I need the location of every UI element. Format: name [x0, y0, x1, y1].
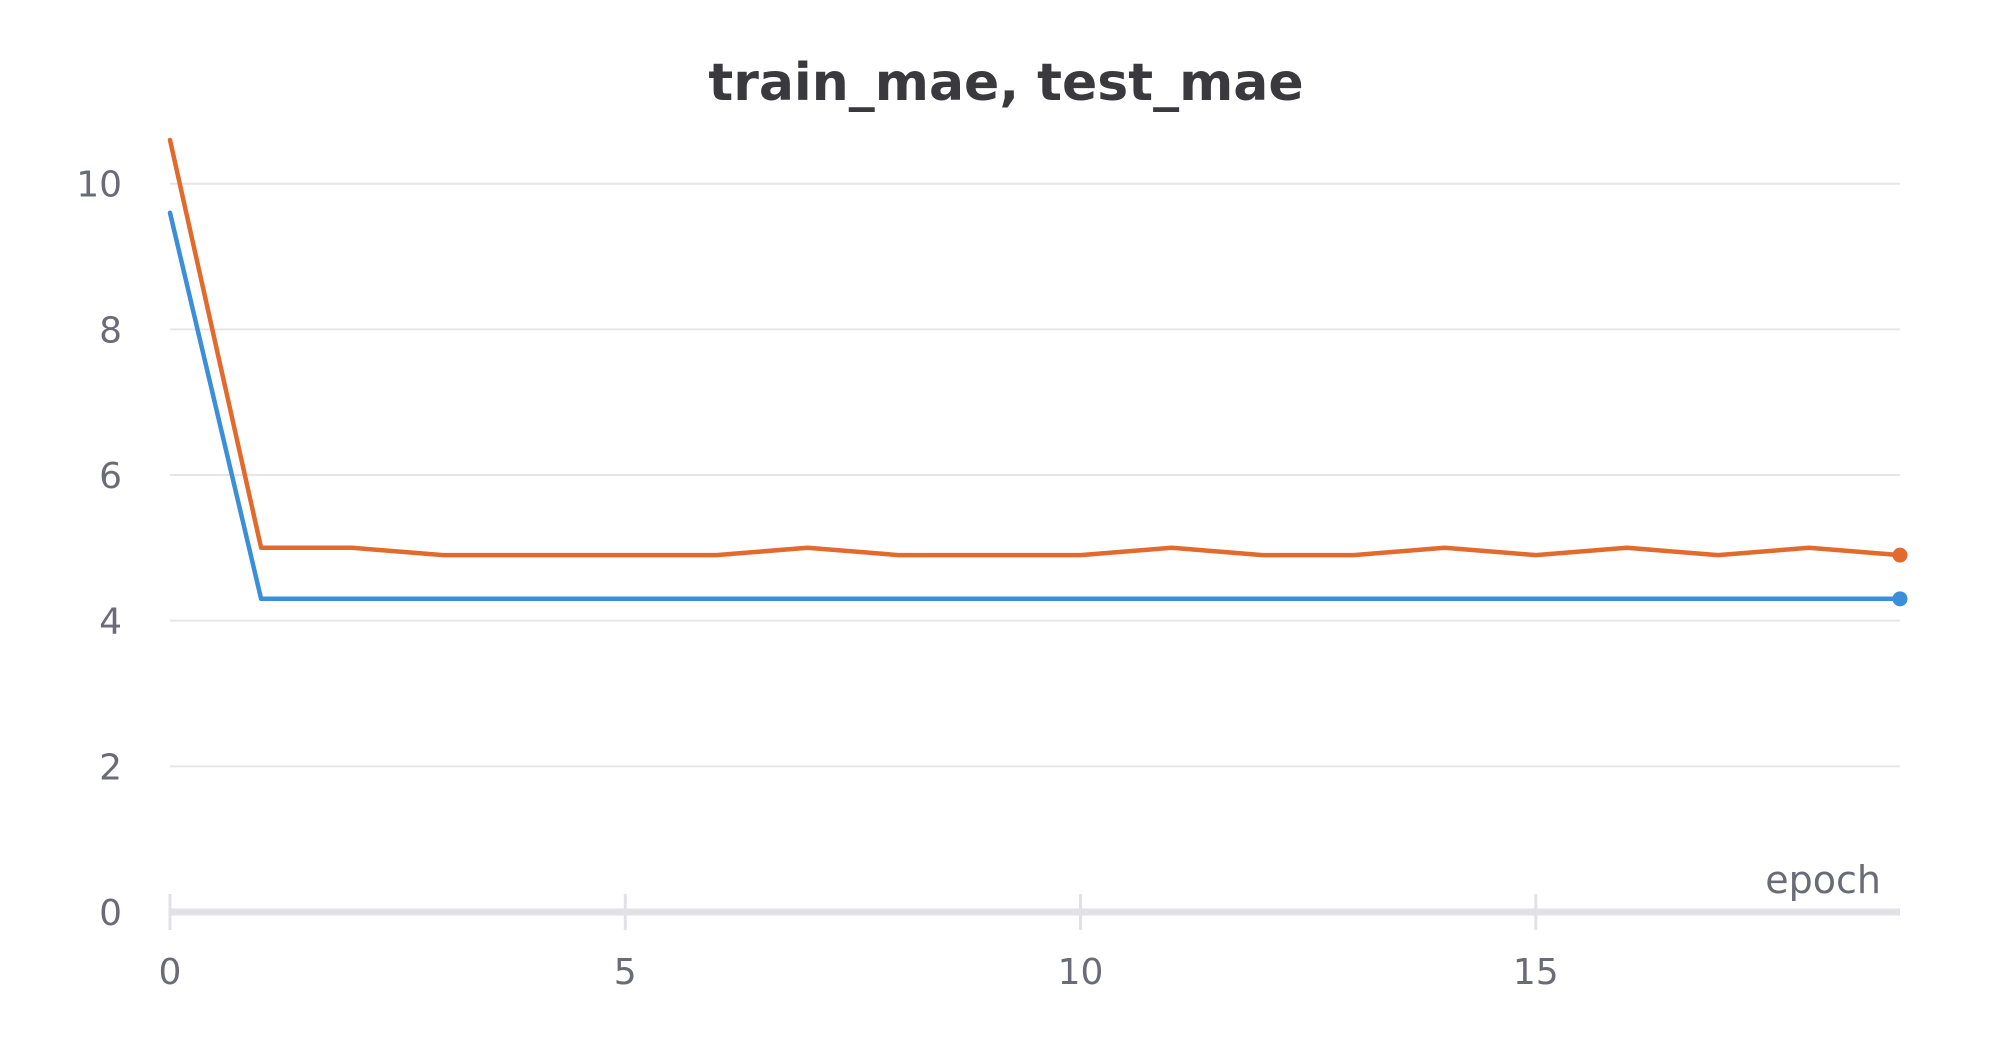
series-line [167, 137, 1903, 558]
series-line [167, 210, 1903, 602]
y-tick-label: 10 [76, 165, 122, 206]
x-axis [168, 894, 1900, 930]
x-axis-tick-labels: 0 5 10 15 [159, 952, 1559, 993]
y-axis-tick-labels: 0 2 4 6 8 10 [76, 165, 122, 934]
x-tick-label: 5 [614, 952, 637, 993]
series-end-point [1892, 547, 1908, 563]
y-tick-label: 6 [99, 456, 122, 497]
series-lines [167, 137, 1908, 607]
y-tick-label: 0 [99, 893, 122, 934]
x-tick-label: 0 [159, 952, 182, 993]
x-tick-label: 10 [1058, 952, 1104, 993]
x-tick-label: 15 [1513, 952, 1559, 993]
chart-title: train_mae, test_mae [708, 53, 1303, 113]
series-1 [167, 137, 1908, 563]
x-axis-label: epoch [1765, 858, 1881, 902]
y-tick-label: 8 [99, 310, 122, 351]
series-0 [167, 210, 1908, 607]
y-tick-label: 2 [99, 747, 122, 788]
series-end-point [1892, 591, 1908, 607]
y-tick-label: 4 [99, 602, 122, 643]
y-gridlines [170, 182, 1900, 768]
